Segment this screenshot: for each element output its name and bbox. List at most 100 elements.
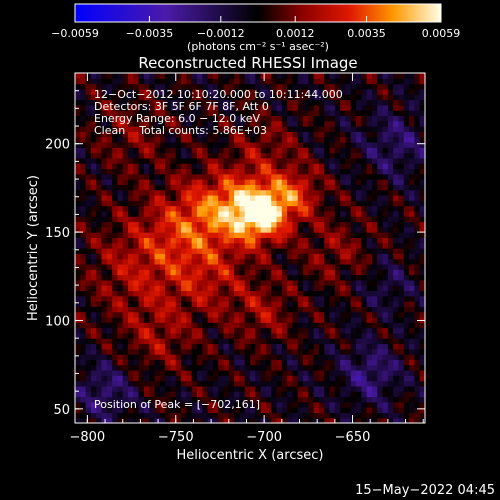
image-cell — [366, 120, 373, 127]
image-cell — [149, 200, 156, 207]
image-cell — [409, 232, 415, 238]
image-cell — [96, 94, 103, 101]
image-cell — [308, 189, 315, 196]
image-cell — [265, 173, 272, 180]
image-cell — [165, 163, 172, 170]
image-cell — [371, 338, 378, 345]
image-cell — [271, 221, 278, 228]
image-cell — [255, 301, 262, 307]
image-cell — [409, 163, 415, 170]
image-cell — [382, 316, 389, 323]
image-cell — [281, 391, 288, 398]
image-cell — [371, 120, 378, 127]
image-cell — [287, 391, 294, 398]
image-cell — [318, 179, 325, 185]
image-cell — [281, 189, 288, 196]
image-cell — [403, 263, 410, 270]
image-cell — [334, 301, 341, 307]
image-cell — [196, 194, 203, 201]
image-cell — [287, 364, 294, 371]
image-cell — [75, 391, 81, 398]
image-cell — [128, 412, 134, 419]
image-cell — [186, 173, 193, 180]
image-cell — [212, 338, 219, 345]
image-cell — [186, 115, 193, 122]
image-cell — [122, 364, 129, 371]
image-cell — [393, 263, 400, 270]
image-cell — [218, 327, 225, 334]
image-cell — [143, 364, 150, 371]
image-cell — [350, 210, 357, 217]
image-cell — [218, 115, 225, 122]
image-cell — [101, 412, 108, 419]
image-cell — [292, 401, 299, 408]
image-cell — [345, 301, 352, 307]
image-cell — [366, 73, 373, 79]
image-cell — [196, 380, 203, 387]
image-cell — [334, 375, 341, 382]
image-cell — [271, 263, 278, 270]
image-cell — [250, 210, 256, 217]
image-cell — [366, 338, 373, 345]
image-cell — [202, 375, 209, 382]
image-cell — [154, 200, 161, 207]
image-cell — [250, 157, 256, 164]
image-cell — [202, 88, 209, 95]
image-cell — [202, 157, 209, 164]
image-cell — [356, 311, 362, 318]
image-cell — [112, 269, 119, 276]
image-cell — [371, 210, 378, 217]
image-cell — [96, 157, 103, 164]
image-cell — [80, 115, 87, 122]
image-cell — [276, 354, 283, 360]
image-cell — [250, 237, 256, 244]
image-cell — [281, 263, 288, 270]
image-cell — [276, 136, 283, 143]
image-cell — [281, 73, 288, 79]
image-cell — [186, 216, 193, 223]
image-cell — [356, 263, 362, 270]
image-cell — [382, 242, 389, 249]
image-cell — [244, 369, 251, 376]
image-cell — [117, 189, 124, 196]
image-cell — [329, 316, 336, 323]
image-cell — [340, 152, 347, 159]
image-cell — [149, 179, 156, 185]
image-cell — [419, 194, 426, 201]
image-cell — [143, 322, 150, 329]
image-cell — [112, 306, 119, 313]
image-cell — [318, 136, 325, 143]
image-cell — [244, 226, 251, 233]
image-cell — [165, 88, 172, 95]
image-cell — [244, 163, 251, 170]
image-cell — [276, 173, 283, 180]
image-cell — [334, 184, 341, 191]
image-cell — [276, 269, 283, 276]
image-cell — [170, 147, 177, 154]
image-cell — [218, 391, 225, 398]
image-cell — [356, 306, 362, 313]
image-cell — [250, 263, 256, 270]
image-cell — [154, 248, 161, 254]
image-cell — [271, 348, 278, 355]
image-cell — [361, 131, 368, 138]
image-cell — [212, 200, 219, 207]
image-cell — [398, 258, 405, 265]
image-cell — [260, 301, 267, 307]
image-cell — [371, 147, 378, 154]
image-cell — [350, 412, 357, 419]
image-cell — [186, 78, 193, 85]
image-cell — [159, 104, 166, 111]
image-cell — [281, 417, 288, 424]
image-cell — [308, 327, 315, 334]
image-cell — [165, 263, 172, 270]
image-cell — [409, 99, 415, 106]
image-cell — [181, 412, 187, 419]
image-cell — [80, 263, 87, 270]
image-cell — [393, 385, 400, 392]
image-cell — [250, 131, 256, 138]
image-cell — [80, 226, 87, 233]
image-cell — [202, 205, 209, 212]
image-cell — [244, 343, 251, 350]
image-cell — [244, 359, 251, 366]
